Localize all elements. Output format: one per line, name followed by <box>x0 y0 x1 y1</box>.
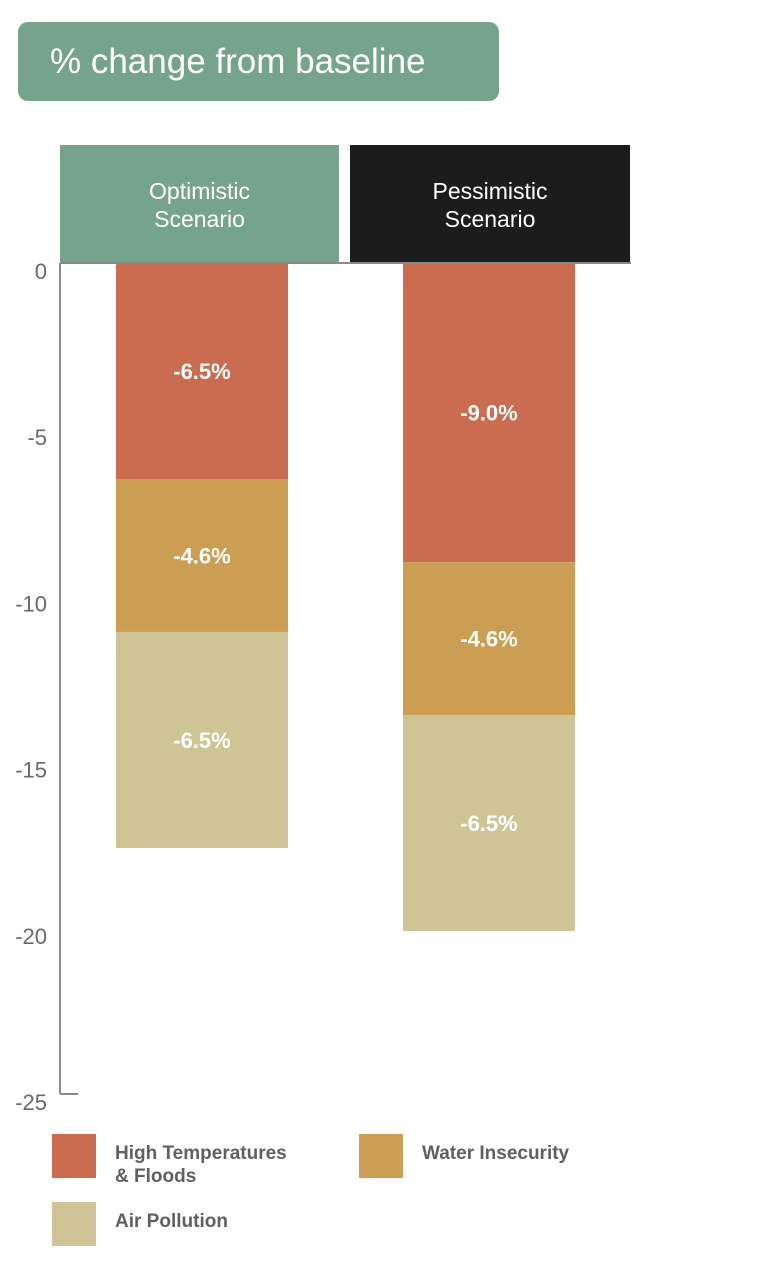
y-tick-label-minus-25: -25 <box>15 1090 47 1115</box>
bar-pessimistic-water <box>403 562 575 716</box>
legend-item-air-pollution: Air Pollution <box>52 1202 228 1246</box>
stacked-bar-chart: OptimisticScenarioPessimisticScenario-6.… <box>15 145 631 1115</box>
legend-label-high-temperatures-line-2: & Floods <box>115 1166 197 1187</box>
legend-swatch-air-pollution <box>52 1202 96 1246</box>
bar-optimistic-high_temp <box>116 263 288 480</box>
y-tick-label-minus-20: -20 <box>15 924 47 949</box>
bar-pessimistic-high_temp <box>403 263 575 563</box>
data-label-optimistic-high_temp: -6.5% <box>173 359 230 384</box>
legend-item-water-insecurity: Water Insecurity <box>359 1134 569 1178</box>
data-label-optimistic-water: -4.6% <box>173 544 230 569</box>
legend-label-high-temperatures-line-1: High Temperatures <box>115 1143 287 1164</box>
bar-optimistic-water <box>116 479 288 632</box>
category-header-optimistic <box>60 145 339 262</box>
y-tick-label-0: 0 <box>35 259 47 284</box>
legend-swatch-water-insecurity <box>359 1134 403 1178</box>
category-label-optimistic-line-2: Scenario <box>154 206 245 232</box>
bar-pessimistic-air <box>403 715 575 932</box>
legend-label-water-insecurity-line-1: Water Insecurity <box>422 1143 570 1164</box>
data-label-pessimistic-high_temp: -9.0% <box>460 401 517 426</box>
legend-label-air-pollution-line-1: Air Pollution <box>115 1211 228 1232</box>
category-label-pessimistic-line-2: Scenario <box>445 206 536 232</box>
y-tick-label-minus-10: -10 <box>15 591 47 616</box>
category-header-pessimistic <box>350 145 630 262</box>
y-tick-label-minus-15: -15 <box>15 758 47 783</box>
category-label-pessimistic-line-1: Pessimistic <box>432 178 547 204</box>
chart-title: % change from baseline <box>18 22 499 101</box>
data-label-pessimistic-water: -4.6% <box>460 627 517 652</box>
y-tick-label-minus-5: -5 <box>27 425 47 450</box>
legend-label-air-pollution: Air Pollution <box>115 1210 228 1233</box>
legend-label-water-insecurity: Water Insecurity <box>422 1142 569 1165</box>
category-label-optimistic-line-1: Optimistic <box>149 178 250 204</box>
legend-label-high-temperatures: High Temperatures & Floods <box>115 1142 287 1188</box>
bar-optimistic-air <box>116 631 288 849</box>
data-label-pessimistic-air: -6.5% <box>460 811 517 836</box>
data-label-optimistic-air: -6.5% <box>173 728 230 753</box>
chart-title-text: % change from baseline <box>50 41 426 81</box>
legend-item-high-temperatures: High Temperatures & Floods <box>52 1134 287 1188</box>
legend-swatch-high-temperatures <box>52 1134 96 1178</box>
